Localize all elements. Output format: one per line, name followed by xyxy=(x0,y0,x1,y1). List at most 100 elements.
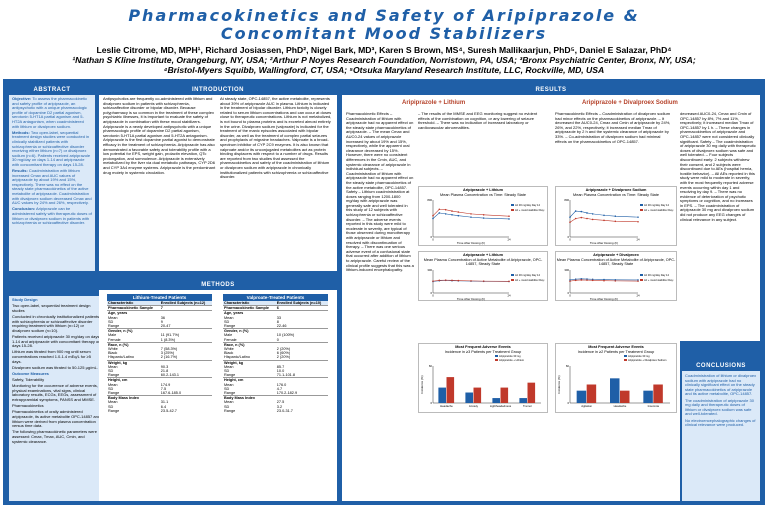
table-cell-value: 2 (20%) xyxy=(276,347,291,352)
table-cell-value: 31.1 xyxy=(160,400,169,405)
table-cell-label: SD xyxy=(224,386,230,391)
data-point xyxy=(574,218,577,220)
bar xyxy=(465,392,473,404)
table-cell-value: 6 (60%) xyxy=(276,351,291,356)
series-line xyxy=(569,278,639,280)
x-tick-label: 0 xyxy=(432,238,434,242)
x-tick-label: 24 xyxy=(636,293,640,297)
table-cell-value xyxy=(275,310,328,316)
series-line xyxy=(569,217,639,223)
table-row: Height, cm xyxy=(223,377,328,383)
lithium-results-text-1: Pharmacokinetic Effects – Coadministrati… xyxy=(346,111,414,273)
table-row: Mean 85.7 xyxy=(223,365,328,369)
table-cell-value xyxy=(275,328,328,334)
bar xyxy=(610,378,620,404)
table-cell-value: 174.9 xyxy=(160,382,171,387)
chart-dv-aripiprazole-subtitle: Mean Plasma Concentration vs Time: Stead… xyxy=(573,193,659,198)
table-cell-value: 10.0 xyxy=(276,369,285,374)
data-point xyxy=(451,210,453,213)
outcome-item-5: The following pharmacokinetic parameters… xyxy=(12,429,97,444)
y-tick-label: 0 xyxy=(567,401,569,405)
table-cell-value xyxy=(159,341,212,348)
table-cell-label: Range xyxy=(224,391,236,396)
table-cell-value: 27.5 xyxy=(276,400,285,405)
study-design-section: Study Design Two open-label, sequential … xyxy=(9,296,104,501)
table-cell-value xyxy=(159,310,212,316)
legend-swatch xyxy=(640,273,643,276)
abstract-results-label: Results: xyxy=(12,168,28,174)
x-axis-label: Time After Dosing (h) xyxy=(590,241,618,245)
table-cell-value: 9 xyxy=(160,319,163,324)
table-row: Mean 176.0 xyxy=(223,383,328,387)
data-point xyxy=(580,217,583,219)
table-cell-value: 6 xyxy=(275,305,328,311)
table-cell-label: Pharmacokinetic Sample xyxy=(107,305,160,311)
table-row: Mean 33 xyxy=(223,316,328,320)
outcome-item-2: Monitoring for the occurrence of adverse… xyxy=(12,383,98,403)
series-line xyxy=(569,211,639,218)
table-row: Black 6 (60%) xyxy=(223,351,328,355)
table-cell-label: Gender, n (%) xyxy=(107,328,160,334)
table-cell-value: 7 (58.3%) xyxy=(160,347,178,352)
divalproex-results-text-1: Pharmacokinetic Effects – Coadministrati… xyxy=(555,111,671,144)
abstract-results: Coadministration with lithium increased … xyxy=(12,168,92,206)
poster-header: Pharmacokinetics and Safety of Aripipraz… xyxy=(3,3,765,79)
table-row: SD 4.7 xyxy=(223,387,328,391)
conclusion-1: Coadministration of lithium or divalproe… xyxy=(685,373,757,397)
y-tick-label: 800 xyxy=(564,198,569,202)
data-point xyxy=(569,216,571,219)
category-label: Lightheadedness xyxy=(490,404,512,408)
table-cell-label: Hispanic/Latino xyxy=(224,355,250,360)
lithium-results-text-2: – The results of the MMSE and EEG monito… xyxy=(418,111,538,130)
table-header-row: Characteristic Enrolled Subjects (n=10) xyxy=(223,301,328,306)
data-point xyxy=(457,211,460,214)
legend-label: Aripiprazole + Lithium xyxy=(499,358,524,362)
x-axis-label: Time After Dosing (h) xyxy=(457,241,485,245)
data-point xyxy=(586,212,588,215)
chart-li-ae-plot: Incidence (%) 0 60 Headache Anxiety Lighthead… xyxy=(420,354,541,408)
table-row: SD 9 xyxy=(107,320,212,324)
data-point xyxy=(603,279,605,282)
conclusions-heading: CONCLUSIONS xyxy=(682,362,760,371)
legend-label: Aripiprazole + Divalproex Sodium xyxy=(628,358,666,362)
abstract-section: ABSTRACT Objective: To assess the pharma… xyxy=(9,86,95,271)
table-cell-label: Range xyxy=(224,408,236,413)
abstract-conclusion-label: Conclusion: xyxy=(12,206,36,212)
legend-swatch xyxy=(640,278,643,281)
table-cell-value: 20-47 xyxy=(160,324,171,329)
data-point xyxy=(451,214,453,217)
table-cell-label: Mean xyxy=(224,315,234,320)
legend-swatch xyxy=(624,355,627,358)
table-row: Weight, kg xyxy=(107,359,212,365)
table-cell-value: 2 (20%) xyxy=(276,355,291,360)
x-axis-label: Time After Dosing (h) xyxy=(590,297,618,301)
legend-swatch xyxy=(640,204,643,207)
data-point xyxy=(451,279,453,281)
y-tick-label: 0 xyxy=(430,291,432,295)
table-cell-label: Black xyxy=(108,351,118,356)
table-cell-label: Male xyxy=(108,333,117,338)
table-cell-value xyxy=(159,328,212,334)
y-axis-label: Incidence (%) xyxy=(420,376,424,394)
outcome-item-1: Safety, Tolerability xyxy=(12,377,45,383)
table-row: Male 10 (100%) xyxy=(223,333,328,337)
chart-dv-ae-plot: Incidence (%) 0 60 Agitation Headache Insomni… xyxy=(557,354,670,408)
table-cell-label: White xyxy=(224,347,234,352)
chart-dv-opc-subtitle: Mean Plasma Concentration of Active Meta… xyxy=(556,258,676,267)
data-point xyxy=(591,279,594,281)
chart-li-aripiprazole-subtitle: Mean Plasma Concentration vs Time: Stead… xyxy=(440,193,526,198)
table-cell-label: Body Mass Index xyxy=(107,395,160,401)
valproate-table-grid: Characteristic Enrolled Subjects (n=10) Ph… xyxy=(223,301,328,413)
chart-dv-ae-subtitle: Incidence in ≥2 Patients per Treatment G… xyxy=(577,350,655,355)
methods-section: METHODS Lithium-Treated Patients Charact… xyxy=(99,281,337,501)
table-cell-label: Range xyxy=(224,324,236,329)
table-row: SD 8 xyxy=(223,320,328,324)
x-axis-label: Time After Dosing (h) xyxy=(457,297,485,301)
y-tick-label: 300 xyxy=(564,268,569,272)
table-row: Range 167.6-185.0 xyxy=(107,391,212,396)
data-point xyxy=(574,278,577,280)
table-cell-label: Race, n (%) xyxy=(107,341,160,348)
table-cell-value xyxy=(159,377,212,383)
lithium-results-heading: Aripiprazole + Lithium xyxy=(402,100,466,106)
legend-swatch xyxy=(495,359,498,362)
